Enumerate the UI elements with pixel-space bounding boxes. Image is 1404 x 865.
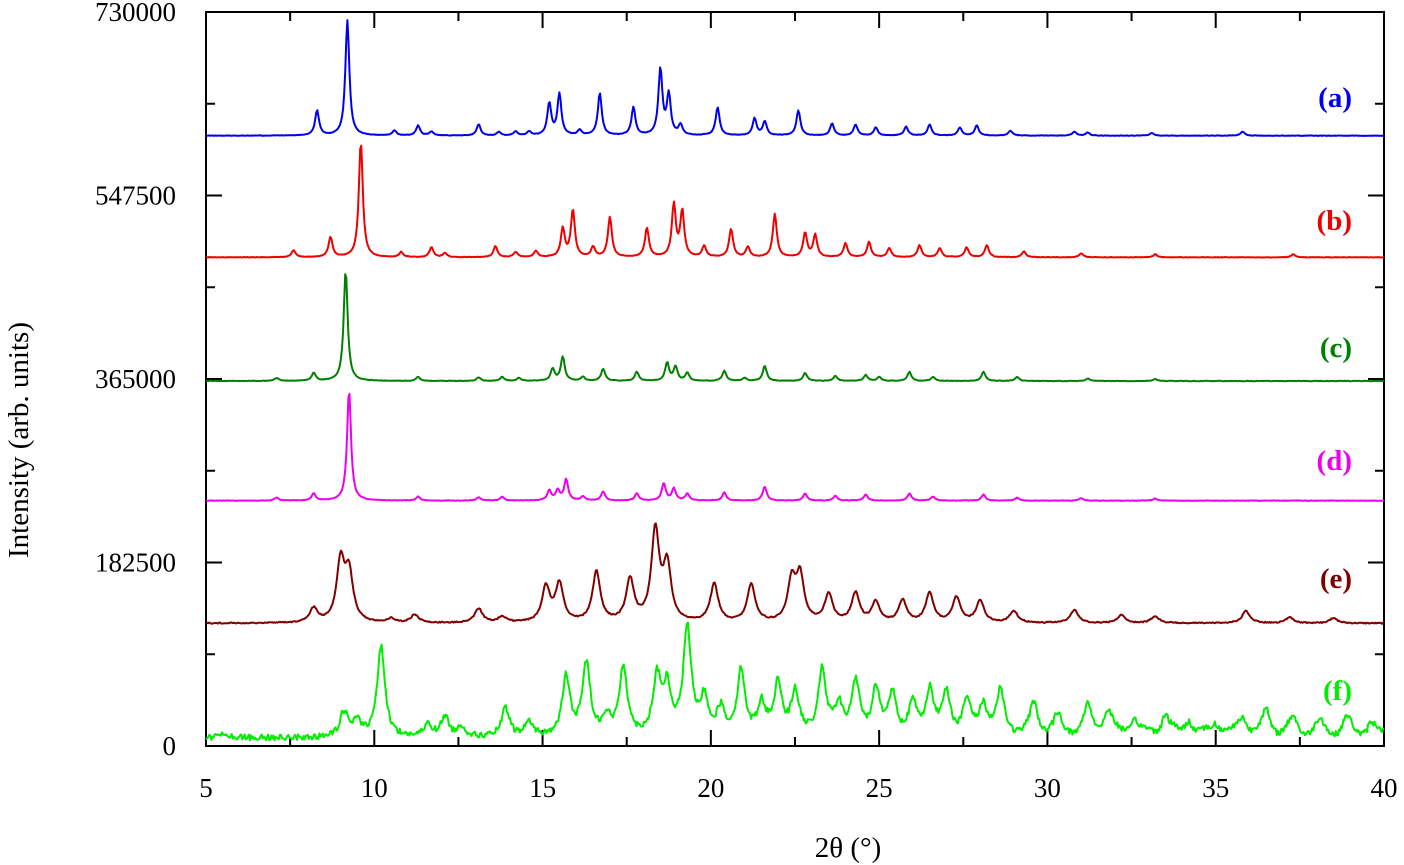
y-axis-title: Intensity (arb. units) — [3, 322, 35, 558]
series-lines — [205, 19, 1385, 742]
series-label: (f) — [1323, 675, 1352, 707]
x-tick-label: 25 — [866, 773, 893, 803]
series-label: (b) — [1317, 205, 1352, 237]
series-line-e — [205, 522, 1385, 625]
axis-ticks — [205, 11, 1385, 747]
y-tick-labels: 0 182500 365000 547500 730000 — [95, 0, 176, 761]
x-tick-label: 10 — [361, 773, 388, 803]
series-line-c — [205, 273, 1385, 383]
x-tick-label: 15 — [529, 773, 556, 803]
x-tick-label: 5 — [199, 773, 213, 803]
x-tick-label: 30 — [1034, 773, 1061, 803]
x-tick-label: 20 — [697, 773, 724, 803]
series-line-d — [205, 392, 1385, 502]
series-labels: (a) (b) (c) (d) (e) (f) — [1317, 82, 1352, 707]
y-tick-label: 182500 — [95, 548, 176, 578]
series-line-a — [205, 19, 1385, 137]
series-label: (d) — [1317, 445, 1352, 477]
series-line-f — [205, 621, 1385, 742]
y-tick-label: 730000 — [95, 0, 176, 27]
series-label: (e) — [1320, 563, 1352, 595]
series-line-b — [205, 144, 1385, 259]
x-tick-label: 40 — [1371, 773, 1398, 803]
series-label: (a) — [1318, 82, 1352, 114]
series-label: (c) — [1320, 332, 1352, 364]
y-tick-label: 365000 — [95, 364, 176, 394]
x-tick-label: 35 — [1202, 773, 1229, 803]
y-tick-label: 0 — [163, 731, 177, 761]
x-axis-title: 2θ (°) — [815, 832, 882, 864]
x-tick-labels: 5 10 15 20 25 30 35 40 — [199, 773, 1397, 803]
plot-frame — [205, 11, 1385, 747]
y-tick-label: 547500 — [95, 181, 176, 211]
